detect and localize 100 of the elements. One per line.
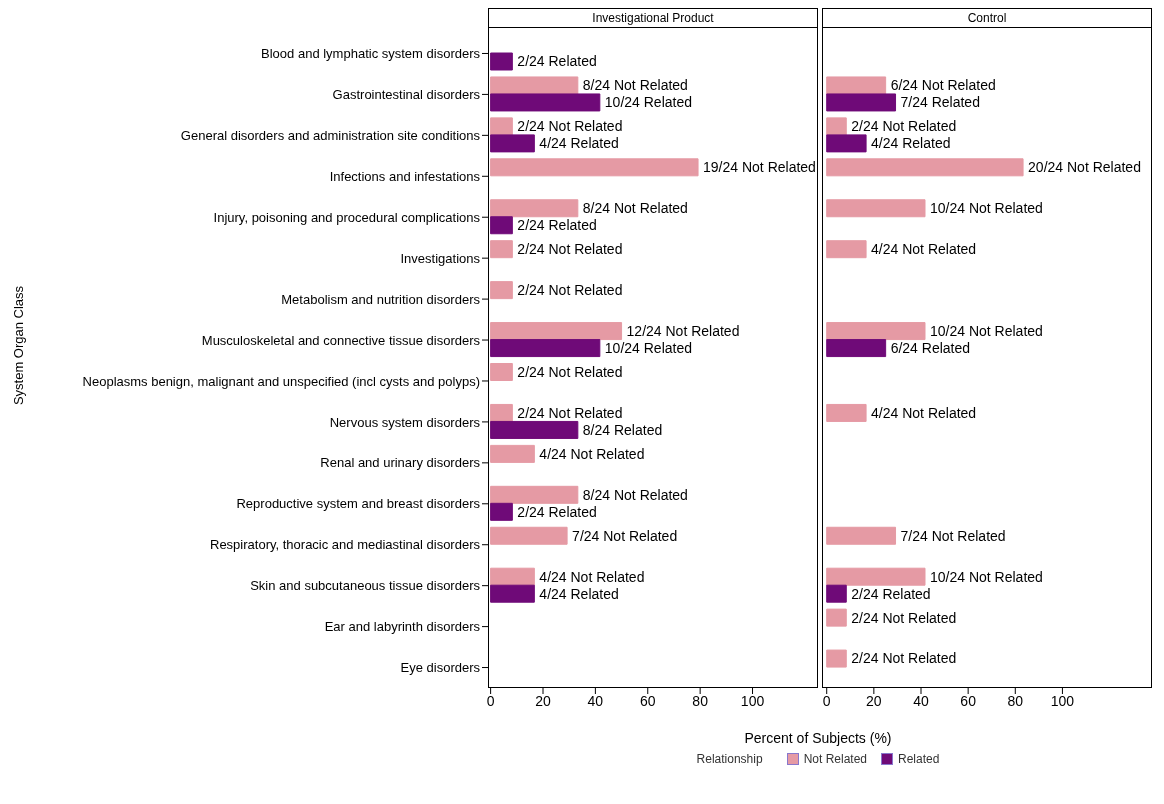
bar <box>490 485 579 504</box>
y-tick-label: Musculoskeletal and connective tissue disorders <box>201 332 481 348</box>
y-tick-label: Eye disorders <box>400 660 481 676</box>
chart-title: Investigational Product <box>488 8 818 28</box>
data-label: 2/24 Not Related <box>851 609 957 626</box>
x-tick-label: 0 <box>486 692 495 709</box>
x-tick-label: 20 <box>866 692 882 709</box>
bar <box>490 339 601 358</box>
bar <box>826 240 867 259</box>
bar <box>490 420 579 439</box>
bar <box>490 403 513 422</box>
data-label: 2/24 Not Related <box>517 282 623 299</box>
x-tick-label: 60 <box>960 692 977 709</box>
data-label: 7/24 Related <box>900 94 980 111</box>
y-tick-label: Injury, poisoning and procedural complications <box>213 209 481 225</box>
bar <box>490 281 513 300</box>
data-label: 10/24 Related <box>604 94 693 111</box>
bar <box>826 76 887 95</box>
bar <box>826 158 1024 177</box>
bar <box>490 502 513 521</box>
data-label: 2/24 Not Related <box>517 118 623 135</box>
bar <box>490 363 513 381</box>
data-label: 8/24 Not Related <box>582 200 688 217</box>
x-tick-label: 0 <box>822 692 831 709</box>
y-tick-label: Investigations <box>400 250 481 266</box>
x-tick-label: 100 <box>1050 692 1075 709</box>
y-tick-label: Infections and infestations <box>329 168 481 184</box>
data-label: 2/24 Not Related <box>517 363 623 380</box>
bar <box>826 93 897 112</box>
data-label: 2/24 Not Related <box>851 118 957 135</box>
legend-title: Relationship <box>696 752 763 766</box>
x-tick-label: 40 <box>913 692 929 709</box>
y-tick-label: Gastrointestinal disorders <box>332 87 481 103</box>
bar <box>826 526 897 545</box>
legend-label: Related <box>897 752 940 766</box>
x-tick-label: 80 <box>1007 692 1024 709</box>
bar <box>490 526 568 545</box>
y-tick-label: Renal and urinary disorders <box>320 455 481 471</box>
bar <box>490 134 535 153</box>
data-label: 10/24 Not Related <box>930 200 1043 217</box>
y-tick-label: Skin and subcutaneous tissue disorders <box>250 578 481 594</box>
bar <box>826 567 926 586</box>
bar <box>490 199 579 218</box>
bar <box>490 216 513 235</box>
bar <box>490 158 699 177</box>
x-tick-label: 80 <box>692 692 709 709</box>
y-tick-label: Blood and lymphatic system disorders <box>261 46 481 62</box>
x-tick-label: 40 <box>587 692 604 709</box>
x-tick-label: 60 <box>639 692 656 709</box>
x-axis-title: Percent of Subjects (%) <box>743 730 893 746</box>
y-tick-label: Nervous system disorders <box>329 414 481 430</box>
data-label: 7/24 Not Related <box>900 527 1006 544</box>
bar <box>490 567 535 586</box>
y-tick-label: Ear and labyrinth disorders <box>324 619 481 635</box>
x-tick-label: 20 <box>535 692 551 709</box>
data-label: 4/24 Related <box>539 585 619 602</box>
data-label: 4/24 Not Related <box>539 445 645 462</box>
bar <box>826 608 847 627</box>
bar <box>490 584 535 603</box>
y-tick-label: Metabolism and nutrition disorders <box>281 291 481 307</box>
data-label: 4/24 Not Related <box>871 241 977 258</box>
data-label: 2/24 Related <box>517 217 597 234</box>
legend-label: Not Related <box>802 752 868 766</box>
data-label: 20/24 Not Related <box>1028 159 1141 176</box>
bar <box>490 240 513 259</box>
bar <box>826 322 926 341</box>
bar <box>490 52 513 71</box>
bar <box>826 339 887 358</box>
bar <box>826 117 847 136</box>
data-label: 2/24 Related <box>517 53 597 70</box>
data-label: 6/24 Related <box>890 339 971 356</box>
bar <box>490 444 535 463</box>
data-label: 10/24 Not Related <box>930 322 1043 339</box>
data-label: 2/24 Not Related <box>851 650 957 667</box>
y-axis-title: System Organ Class <box>10 284 26 408</box>
data-label: 8/24 Related <box>582 421 663 438</box>
x-tick-label: 100 <box>740 692 765 709</box>
bar <box>490 117 513 136</box>
data-label: 2/24 Not Related <box>517 241 623 258</box>
bar <box>826 403 867 422</box>
data-label: 8/24 Not Related <box>582 77 688 94</box>
data-label: 10/24 Not Related <box>930 568 1043 585</box>
data-label: 7/24 Not Related <box>572 527 678 544</box>
bar <box>826 649 847 668</box>
data-label: 12/24 Not Related <box>626 322 740 339</box>
data-label: 4/24 Not Related <box>871 404 977 421</box>
chart-title: Control <box>822 8 1152 28</box>
data-label: 10/24 Related <box>604 339 693 356</box>
bar <box>826 584 847 603</box>
y-tick-label: General disorders and administration site conditions <box>180 127 481 143</box>
bar <box>826 134 867 153</box>
y-tick-label: Reproductive system and breast disorders <box>236 496 481 512</box>
data-label: 4/24 Not Related <box>539 568 645 585</box>
bar <box>490 76 579 95</box>
data-label: 19/24 Not Related <box>703 159 816 176</box>
data-label: 2/24 Not Related <box>517 404 623 421</box>
data-label: 2/24 Related <box>517 503 597 520</box>
data-label: 6/24 Not Related <box>890 77 996 94</box>
y-tick-label: Respiratory, thoracic and mediastinal disorders <box>210 537 481 553</box>
data-label: 2/24 Related <box>851 585 931 602</box>
